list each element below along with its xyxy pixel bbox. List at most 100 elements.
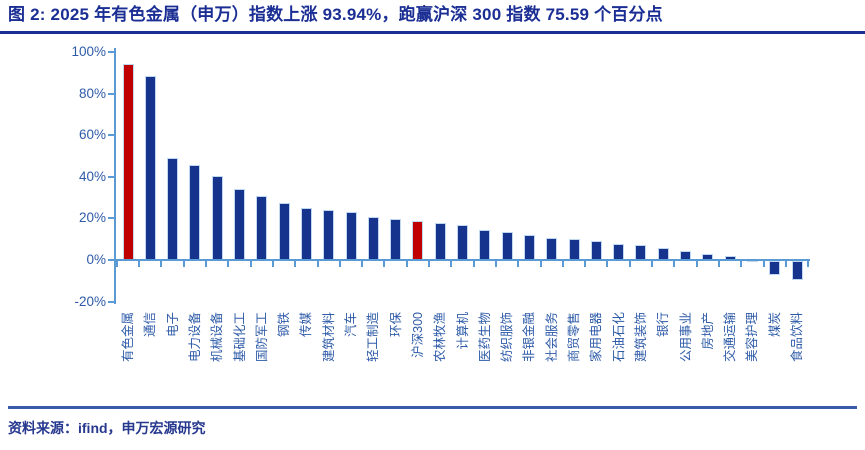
x-axis-tick-mark xyxy=(361,261,364,267)
x-axis-tick-mark xyxy=(717,261,720,267)
x-axis-label-text: 食品饮料 xyxy=(790,312,804,363)
x-axis-label-text: 美容护理 xyxy=(745,312,760,363)
x-axis-label-text: 有色金属 xyxy=(121,312,135,363)
y-axis-tick-mark xyxy=(108,175,115,178)
x-axis-label-text: 煤炭 xyxy=(767,312,782,338)
x-axis-tick-mark xyxy=(628,261,631,267)
x-axis-label-text: 纺织服饰 xyxy=(500,312,515,363)
x-axis-tick-mark xyxy=(383,261,386,267)
x-axis-tick-mark xyxy=(160,261,163,267)
y-axis-tick-label: 0% xyxy=(86,252,106,267)
y-axis-tick-mark xyxy=(108,92,115,95)
x-axis-tick-mark xyxy=(227,261,230,267)
x-axis-label-text: 电力设备 xyxy=(187,312,202,363)
x-axis-label-text: 环保 xyxy=(388,312,403,338)
bar-传媒 xyxy=(300,208,312,261)
x-axis-tick-mark xyxy=(673,261,676,267)
x-axis-tick-mark xyxy=(651,261,654,267)
y-axis-tick-mark xyxy=(108,51,115,53)
x-axis-tick-mark xyxy=(249,261,252,267)
x-axis-label-text: 钢铁 xyxy=(277,312,292,338)
bar-基础化工 xyxy=(234,189,245,261)
x-axis-tick-mark xyxy=(807,261,810,267)
x-axis-label-text: 房地产 xyxy=(700,312,715,350)
x-axis-tick-mark xyxy=(294,261,297,267)
x-axis-tick-mark xyxy=(740,261,743,267)
x-axis-tick-mark xyxy=(182,261,185,267)
x-axis-label-text: 国防军工 xyxy=(254,312,269,363)
x-axis-label-text: 通信 xyxy=(143,312,158,338)
x-axis-tick-mark xyxy=(762,261,765,267)
y-axis-tick-label: 80% xyxy=(78,85,106,101)
y-axis-line xyxy=(114,48,116,304)
x-axis-label-text: 建筑材料 xyxy=(321,312,336,363)
x-axis-tick-mark xyxy=(584,261,587,267)
x-axis-tick-mark xyxy=(606,261,609,267)
x-axis-label-text: 传媒 xyxy=(299,312,314,338)
x-axis-label-text: 公用事业 xyxy=(678,312,693,363)
bar-家用电器 xyxy=(590,241,602,261)
x-axis-tick-mark xyxy=(138,261,141,267)
y-axis-tick-mark xyxy=(108,259,115,261)
y-axis-tick-label: 60% xyxy=(78,127,106,143)
bar-银行 xyxy=(657,248,669,261)
x-axis-tick-mark xyxy=(450,261,453,267)
x-axis-tick-mark xyxy=(338,261,341,267)
y-axis-tick-mark xyxy=(108,134,115,137)
x-axis-label-text: 石油石化 xyxy=(611,312,626,363)
bar-社会服务 xyxy=(546,238,558,261)
x-axis-tick-mark xyxy=(539,261,542,267)
x-axis-label-text: 家用电器 xyxy=(589,312,604,363)
x-axis-tick-mark xyxy=(428,261,431,267)
bar-纺织服饰 xyxy=(501,231,513,261)
bar-环保 xyxy=(390,219,402,261)
x-axis-label-text: 非银金融 xyxy=(522,312,537,363)
bar-食品饮料 xyxy=(791,260,803,281)
bar-建筑装饰 xyxy=(635,245,647,261)
x-axis-tick-mark xyxy=(561,261,564,267)
bar-国防军工 xyxy=(256,195,268,261)
bar-建筑材料 xyxy=(323,210,335,261)
x-axis-label-text: 基础化工 xyxy=(232,312,247,363)
y-axis-tick-label: 40% xyxy=(78,168,106,184)
bar-商贸零售 xyxy=(568,239,580,261)
bar-机械设备 xyxy=(211,175,223,261)
x-axis-tick-mark xyxy=(695,261,698,267)
bar-石油石化 xyxy=(613,244,625,261)
x-axis-label-text: 社会服务 xyxy=(544,312,559,363)
x-axis-line xyxy=(114,259,810,261)
bar-沪深300 xyxy=(412,220,424,261)
x-axis-label-text: 医药生物 xyxy=(477,312,492,363)
y-axis-tick-label: 100% xyxy=(71,44,106,59)
x-axis-label-text: 机械设备 xyxy=(210,312,225,363)
x-axis-label-text: 银行 xyxy=(656,312,671,338)
bar-电力设备 xyxy=(189,165,201,261)
x-axis-tick-mark xyxy=(115,261,118,267)
x-axis-label-text: 电子 xyxy=(165,312,180,338)
x-axis-tick-mark xyxy=(316,261,319,267)
x-axis-tick-mark xyxy=(494,261,497,267)
y-axis-tick-mark xyxy=(108,300,115,303)
y-axis-tick-label: -20% xyxy=(74,293,106,309)
x-axis-label-text: 汽车 xyxy=(344,312,358,338)
bar-农林牧渔 xyxy=(434,223,446,261)
bar-通信 xyxy=(144,75,156,261)
bar-轻工制造 xyxy=(367,217,379,261)
source-note: 资料来源：ifind，申万宏源研究 xyxy=(8,420,206,436)
bar-有色金属 xyxy=(122,63,134,261)
bar-医药生物 xyxy=(479,229,491,261)
bar-交通运输 xyxy=(724,255,736,262)
bar-钢铁 xyxy=(278,202,290,261)
bar-煤炭 xyxy=(769,260,781,276)
bar-chart: 100% 80% 60% 40% 20% 0% -20% 有色金属 通信 电子 电力设备 机械设备 基础… xyxy=(0,34,865,400)
x-axis-label-text: 商贸零售 xyxy=(567,312,581,363)
x-axis-tick-mark xyxy=(784,261,787,267)
x-axis-label-text: 农林牧渔 xyxy=(433,312,448,363)
y-axis-tick-mark xyxy=(108,217,115,220)
y-axis-tick-label: 20% xyxy=(78,210,106,226)
x-axis-tick-mark xyxy=(205,261,208,267)
x-axis-label-text: 轻工制造 xyxy=(366,312,381,363)
footer: 资料来源：ifind，申万宏源研究 xyxy=(8,406,857,438)
figure-title-bar: 图 2: 2025 年有色金属（申万）指数上涨 93.94%，跑赢沪深 300 … xyxy=(0,0,865,34)
